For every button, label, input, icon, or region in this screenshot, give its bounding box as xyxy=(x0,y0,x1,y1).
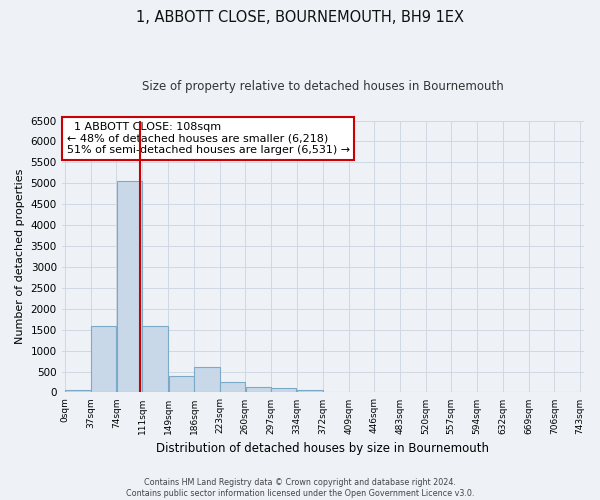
Y-axis label: Number of detached properties: Number of detached properties xyxy=(15,169,25,344)
Bar xyxy=(116,181,142,392)
Bar xyxy=(297,390,323,392)
Bar xyxy=(65,390,91,392)
Bar xyxy=(194,368,220,392)
Bar xyxy=(142,326,168,392)
Bar xyxy=(271,388,296,392)
Bar xyxy=(91,326,116,392)
Bar xyxy=(169,376,194,392)
Text: Contains HM Land Registry data © Crown copyright and database right 2024.
Contai: Contains HM Land Registry data © Crown c… xyxy=(126,478,474,498)
Bar xyxy=(220,382,245,392)
Text: 1 ABBOTT CLOSE: 108sqm  
← 48% of detached houses are smaller (6,218)
51% of sem: 1 ABBOTT CLOSE: 108sqm ← 48% of detached… xyxy=(67,122,350,155)
X-axis label: Distribution of detached houses by size in Bournemouth: Distribution of detached houses by size … xyxy=(156,442,489,455)
Title: Size of property relative to detached houses in Bournemouth: Size of property relative to detached ho… xyxy=(142,80,503,93)
Text: 1, ABBOTT CLOSE, BOURNEMOUTH, BH9 1EX: 1, ABBOTT CLOSE, BOURNEMOUTH, BH9 1EX xyxy=(136,10,464,25)
Bar xyxy=(245,387,271,392)
